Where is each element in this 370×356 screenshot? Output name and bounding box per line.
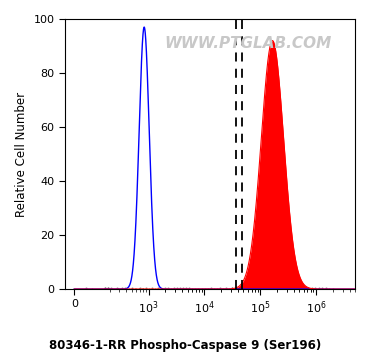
Point: [233, 286, 239, 292]
Text: WWW.PTGLAB.COM: WWW.PTGLAB.COM: [164, 36, 331, 51]
Point: [323, 286, 329, 291]
Point: [143, 286, 149, 291]
Point: [186, 285, 192, 290]
Point: [281, 286, 287, 292]
Point: [174, 285, 180, 291]
Point: [199, 286, 205, 292]
Point: [278, 286, 284, 292]
Point: [223, 285, 229, 291]
Point: [149, 285, 155, 291]
Point: [236, 286, 242, 292]
Point: [217, 286, 223, 291]
Point: [168, 286, 174, 292]
Point: [211, 286, 217, 292]
Point: [84, 286, 90, 291]
Point: [155, 285, 161, 291]
Point: [102, 285, 108, 291]
Point: [183, 286, 189, 291]
Point: [139, 286, 145, 292]
Point: [257, 286, 263, 292]
Point: [177, 285, 183, 290]
Point: [274, 286, 280, 292]
Point: [119, 286, 125, 291]
Point: [253, 286, 259, 292]
Point: [292, 285, 297, 291]
Point: [319, 286, 325, 291]
Point: [146, 286, 152, 292]
Point: [250, 285, 256, 291]
Point: [115, 286, 121, 292]
Point: [122, 285, 128, 291]
Point: [202, 286, 208, 292]
Point: [89, 286, 95, 292]
Point: [229, 285, 235, 291]
Point: [152, 286, 158, 292]
Point: [189, 286, 195, 292]
Point: [229, 285, 235, 290]
Point: [171, 285, 177, 290]
Point: [214, 286, 220, 292]
Point: [139, 286, 145, 292]
Point: [180, 285, 186, 291]
Point: [302, 285, 308, 291]
Text: 80346-1-RR Phospho-Caspase 9 (Ser196): 80346-1-RR Phospho-Caspase 9 (Ser196): [49, 339, 321, 352]
Point: [271, 286, 277, 292]
Point: [102, 286, 108, 291]
Point: [137, 286, 143, 291]
Point: [312, 285, 318, 291]
Point: [105, 285, 111, 291]
Point: [268, 286, 273, 291]
Point: [330, 286, 336, 292]
Point: [260, 286, 266, 292]
Point: [208, 285, 214, 291]
Point: [114, 286, 120, 291]
Point: [285, 285, 291, 291]
Point: [220, 286, 226, 292]
Point: [240, 285, 246, 291]
Point: [129, 286, 135, 292]
Point: [105, 285, 111, 290]
Point: [132, 286, 138, 292]
Point: [243, 285, 249, 291]
Point: [108, 285, 114, 290]
Point: [133, 286, 139, 292]
Point: [205, 286, 211, 292]
Point: [306, 285, 312, 291]
Point: [159, 286, 165, 292]
Point: [192, 286, 198, 292]
Point: [126, 286, 132, 292]
Y-axis label: Relative Cell Number: Relative Cell Number: [15, 91, 28, 216]
Point: [247, 285, 253, 291]
Point: [295, 286, 301, 291]
Point: [140, 286, 146, 292]
Point: [165, 286, 171, 291]
Point: [195, 286, 201, 292]
Point: [309, 286, 315, 291]
Point: [326, 286, 332, 292]
Point: [136, 286, 142, 292]
Point: [264, 285, 270, 291]
Point: [299, 286, 305, 292]
Point: [129, 286, 135, 291]
Point: [288, 286, 294, 291]
Point: [226, 286, 232, 292]
Point: [162, 286, 168, 291]
Point: [316, 286, 322, 291]
